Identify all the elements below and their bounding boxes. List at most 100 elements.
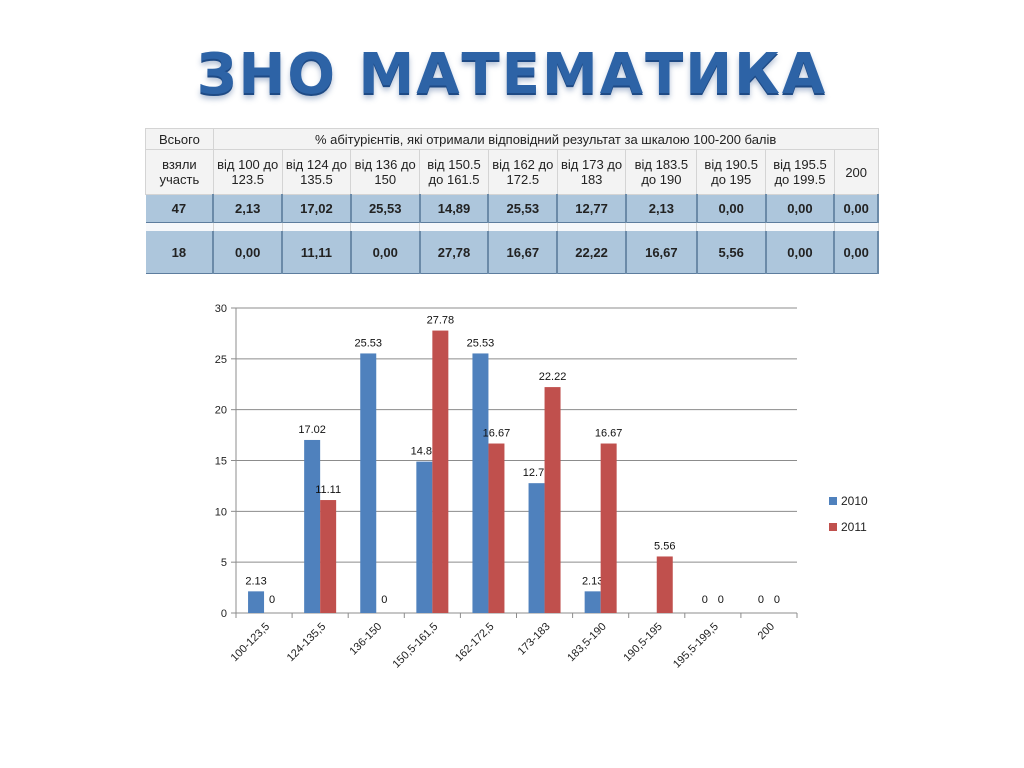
header-range-7-line1: від 190.5 — [704, 157, 758, 172]
x-tick-label: 190,5-195 — [621, 621, 665, 665]
header-range-1-line2: 135.5 — [300, 172, 333, 187]
bar-2011 — [656, 556, 673, 613]
header-participants-line2: участь — [159, 172, 200, 187]
data-label: 16.67 — [595, 428, 623, 440]
bar-2010 — [528, 483, 545, 613]
header-range-5-line2: 183 — [580, 172, 603, 187]
bar-2010 — [416, 461, 433, 613]
data-label: 25.53 — [354, 337, 382, 349]
data-label: 2.13 — [245, 575, 266, 587]
table-cell: 0,00 — [765, 194, 836, 223]
bar-2010 — [304, 439, 321, 613]
table-gap-cell — [145, 222, 214, 231]
header-range-7-line2: до 195 — [711, 172, 752, 187]
results-table-container: Всього % абітурієнтів, які отримали відп… — [145, 128, 879, 281]
y-tick-label: 0 — [221, 608, 227, 620]
bar-2011 — [432, 330, 449, 613]
data-label: 2.13 — [582, 575, 603, 587]
table-gap-cell — [213, 222, 283, 231]
data-label: 11.11 — [315, 484, 341, 496]
y-tick-label: 25 — [215, 354, 227, 366]
header-range-2-line1: від 136 до — [354, 157, 416, 172]
bar-2011 — [320, 500, 337, 613]
header-range-6-line2: до 190 — [641, 172, 682, 187]
header-range-1-line1: від 124 до — [285, 157, 347, 172]
table-cell: 16,67 — [625, 231, 698, 274]
data-label: 27.78 — [427, 315, 455, 327]
header-range-4: від 162 до 172.5 — [487, 149, 558, 195]
header-range-1: від 124 до 135.5 — [281, 149, 352, 195]
data-label: 0 — [718, 594, 724, 606]
header-range-6: від 183.5 до 190 — [625, 149, 698, 195]
table-cell: 47 — [145, 194, 215, 223]
y-tick-label: 5 — [221, 557, 227, 569]
table-gap-cell — [625, 222, 698, 231]
data-label: 16.67 — [483, 428, 511, 440]
x-tick-label: 124-135,5 — [285, 621, 329, 665]
x-tick-label: 162-172,5 — [453, 621, 497, 665]
bar-2011 — [600, 443, 617, 613]
table-cell: 25,53 — [350, 194, 421, 223]
table-cell: 0,00 — [834, 194, 879, 223]
table-cell: 18 — [145, 231, 215, 274]
header-range-5: від 173 до 183 — [556, 149, 627, 195]
table-cell: 25,53 — [488, 194, 559, 223]
header-range-4-line1: від 162 до — [492, 157, 554, 172]
bar-2010 — [248, 591, 265, 613]
table-gap-cell — [282, 222, 352, 231]
x-tick-label: 195,5-199,5 — [671, 621, 721, 671]
x-tick-label: 200 — [756, 621, 777, 642]
table-gap-cell — [765, 222, 835, 231]
header-range-5-line1: від 173 до — [561, 157, 623, 172]
table-row-2011: 18 0,00 11,11 0,00 27,78 16,67 22,22 16,67 5,56 0… — [145, 231, 879, 274]
y-tick-label: 15 — [215, 456, 227, 468]
legend-swatch-2010 — [829, 497, 837, 505]
x-tick-label: 150,5-161,5 — [390, 621, 440, 671]
table-gap-cell — [419, 222, 489, 231]
table-gap-row — [145, 222, 879, 231]
header-range-7: від 190.5 до 195 — [696, 149, 767, 195]
table-cell: 12,77 — [557, 194, 627, 223]
table-cell: 0,00 — [696, 194, 767, 223]
header-range-0-line2: 123.5 — [231, 172, 264, 187]
header-range-8-line2: до 199.5 — [774, 172, 826, 187]
header-range-8-line1: від 195.5 — [773, 157, 827, 172]
header-range-9: 200 — [833, 149, 879, 195]
table-cell: 0,00 — [834, 231, 879, 274]
header-range-9-line1: 200 — [845, 164, 868, 180]
table-gap-cell — [696, 222, 767, 231]
table-cell: 22,22 — [557, 231, 627, 274]
data-label: 22.22 — [539, 371, 567, 383]
table-cell: 2,13 — [213, 194, 284, 223]
x-tick-label: 136-150 — [347, 621, 384, 658]
x-tick-label: 100-123,5 — [229, 621, 273, 665]
header-range-3-line2: до 161.5 — [428, 172, 480, 187]
page-title: ЗНО МАТЕМАТИКА — [196, 42, 828, 107]
table-cell: 17,02 — [282, 194, 352, 223]
header-participants-line1: взяли — [162, 157, 197, 172]
table-gap-cell — [834, 222, 879, 231]
table-cell: 0,00 — [213, 231, 284, 274]
data-label: 17.02 — [298, 424, 326, 436]
table-cell: 14,89 — [419, 194, 490, 223]
data-label: 12.77 — [523, 467, 551, 479]
table-cell: 5,56 — [696, 231, 767, 274]
header-range-6-line1: від 183.5 — [634, 157, 689, 172]
header-range-8: від 195.5 до 199.5 — [765, 149, 835, 195]
results-chart: 0 5 10 15 20 25 30 100-123,5 124-135,5 136-150 150… — [215, 303, 868, 671]
table-cell: 16,67 — [488, 231, 559, 274]
table-cell: 0,00 — [765, 231, 836, 274]
data-label: 5.56 — [654, 540, 675, 552]
y-tick-label: 20 — [215, 405, 227, 417]
header-participants: взяли участь — [145, 149, 214, 195]
bar-2011 — [488, 443, 505, 613]
y-tick-label: 10 — [215, 506, 227, 518]
header-range-0: від 100 до 123.5 — [212, 149, 283, 195]
bar-2010 — [472, 353, 489, 613]
legend-label: 2010 — [841, 494, 868, 508]
header-range-2-line2: 150 — [374, 172, 397, 187]
data-label: 0 — [774, 594, 780, 606]
table-cell: 27,78 — [419, 231, 490, 274]
table-gap-cell — [488, 222, 558, 231]
table-gap-cell — [557, 222, 627, 231]
